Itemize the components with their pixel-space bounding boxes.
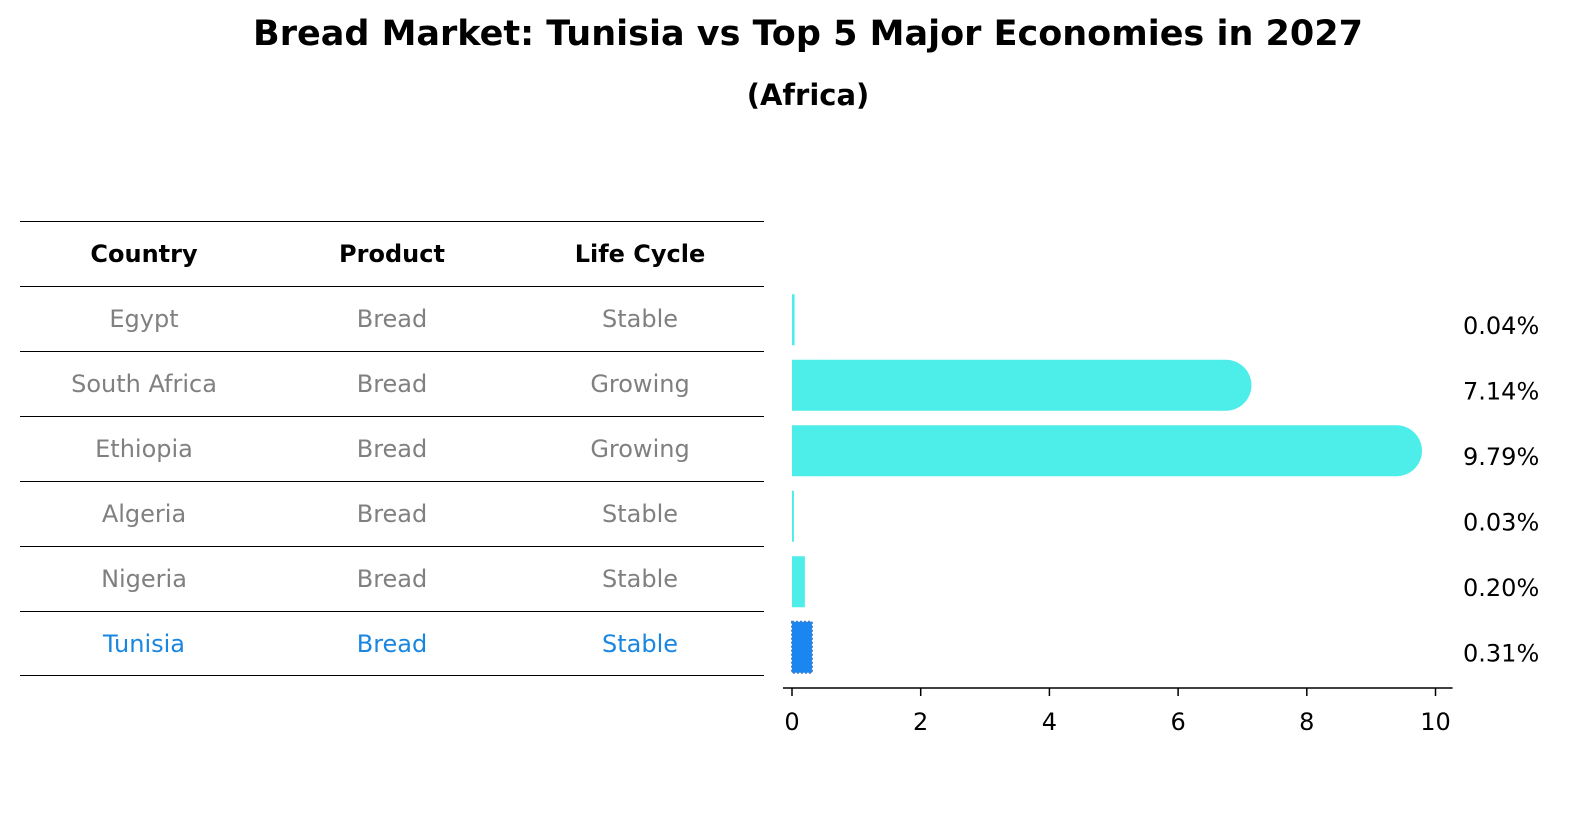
bar-egypt (792, 294, 795, 346)
bar-left-cap (792, 425, 818, 477)
header-life-cycle: Life Cycle (574, 240, 706, 268)
cell-country: Ethiopia (95, 435, 193, 463)
cell-life-cycle: Stable (601, 305, 679, 333)
value-label: 0.31% (1463, 639, 1539, 667)
bar-south-africa (792, 359, 1252, 411)
value-label: 0.03% (1463, 508, 1539, 536)
cell-product: Bread (356, 500, 428, 528)
chart-title: Bread Market: Tunisia vs Top 5 Major Eco… (253, 14, 1363, 54)
x-tick-label: 8 (1299, 708, 1314, 736)
cell-country: Tunisia (103, 629, 185, 658)
cell-country: Egypt (109, 305, 179, 333)
value-label: 9.79% (1463, 443, 1539, 471)
header-product: Product (339, 240, 445, 268)
bar-ethiopia (792, 425, 1422, 477)
table-header-row: Country Product Life Cycle (20, 221, 764, 286)
x-tick-label: 4 (1042, 708, 1057, 736)
x-tick-label: 6 (1170, 708, 1185, 736)
cell-life-cycle: Growing (590, 370, 690, 398)
value-labels-group: 0.04% 7.14% 9.79% 0.03% 0.20% 0.31% (1463, 312, 1539, 668)
cell-product: Bread (356, 370, 428, 398)
table-row: South Africa Bread Growing (20, 351, 764, 416)
value-label: 0.20% (1463, 574, 1539, 602)
cell-product: Bread (356, 305, 428, 333)
value-label: 7.14% (1463, 377, 1539, 405)
bar-nigeria (792, 556, 805, 608)
cell-country: South Africa (71, 370, 217, 398)
table-row: Algeria Bread Stable (20, 481, 764, 546)
cell-life-cycle: Growing (590, 435, 690, 463)
x-ticks-group: 0 2 4 6 8 10 (784, 688, 1451, 736)
value-label: 0.04% (1463, 312, 1539, 340)
chart-subtitle: (Africa) (746, 78, 870, 112)
cell-life-cycle: Stable (601, 629, 679, 658)
cell-life-cycle: Stable (601, 565, 679, 593)
bar-tunisia (791, 620, 813, 674)
cell-product: Bread (356, 435, 428, 463)
bar-algeria (792, 490, 794, 542)
bars-group (791, 294, 1422, 674)
cell-country: Algeria (101, 500, 187, 528)
cell-product: Bread (356, 629, 428, 658)
x-tick-label: 2 (913, 708, 928, 736)
data-table: Country Product Life Cycle Egypt Bread S… (20, 221, 764, 676)
header-country: Country (90, 240, 198, 268)
table-row: Nigeria Bread Stable (20, 546, 764, 611)
x-tick-label: 0 (784, 708, 799, 736)
table-row: Ethiopia Bread Growing (20, 416, 764, 481)
cell-life-cycle: Stable (601, 500, 679, 528)
table-row: Egypt Bread Stable (20, 286, 764, 351)
bar-left-cap (792, 359, 818, 411)
x-tick-label: 10 (1420, 708, 1451, 736)
table-row-highlight: Tunisia Bread Stable (20, 611, 764, 676)
cell-country: Nigeria (101, 565, 187, 593)
cell-product: Bread (356, 565, 428, 593)
